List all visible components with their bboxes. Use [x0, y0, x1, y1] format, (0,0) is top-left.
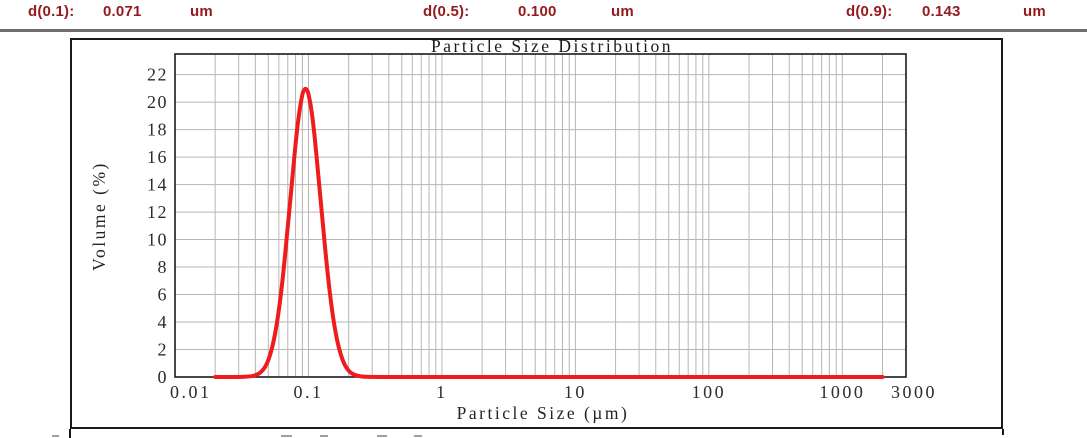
d10-label: d(0.1): — [28, 3, 75, 20]
volume-distribution-curve — [213, 86, 885, 380]
x-tick-label: 0.01 — [170, 382, 212, 402]
d90-unit: um — [1023, 3, 1046, 20]
y-tick-label: 12 — [147, 202, 168, 222]
x-tick-label: 10 — [564, 382, 587, 402]
next-section-left-border-stub — [69, 429, 71, 438]
y-tick-label: 4 — [158, 312, 169, 332]
y-tick-label: 0 — [158, 367, 169, 387]
x-axis-tick-labels: 0.01 0.1 1 10 100 1000 3000 — [170, 382, 937, 402]
y-axis-tick-labels: 0 2 4 6 8 10 12 14 16 18 20 22 — [147, 65, 169, 387]
x-tick-label: 1 — [436, 382, 448, 402]
cropped-content-hint — [377, 435, 387, 437]
header-divider-rule — [0, 29, 1087, 32]
x-tick-label: 0.1 — [293, 382, 323, 402]
chart-frame: 0.01 0.1 1 10 100 1000 3000 0 2 4 6 8 10 12 14 16 18 20 2… — [70, 38, 1003, 429]
d50-label: d(0.5): — [423, 3, 470, 20]
d10-value: 0.071 — [103, 3, 142, 20]
d50-unit: um — [611, 3, 634, 20]
y-tick-label: 22 — [147, 65, 168, 85]
d50-value: 0.100 — [518, 3, 557, 20]
y-tick-label: 10 — [147, 230, 168, 250]
grid-lines — [175, 54, 906, 377]
x-tick-label: 1000 — [819, 382, 865, 402]
x-axis-label: Particle Size (µm) — [457, 403, 630, 423]
d10-unit: um — [190, 3, 213, 20]
d90-label: d(0.9): — [846, 3, 893, 20]
y-tick-label: 6 — [158, 285, 169, 305]
next-section-right-border-stub — [1002, 429, 1004, 435]
y-tick-label: 2 — [158, 340, 169, 360]
particle-size-chart: 0.01 0.1 1 10 100 1000 3000 0 2 4 6 8 10 12 14 16 18 20 2… — [89, 40, 937, 423]
x-tick-label: 100 — [692, 382, 727, 402]
y-tick-label: 16 — [147, 147, 168, 167]
chart-title: Particle Size Distribution — [431, 40, 673, 56]
y-tick-label: 14 — [147, 175, 168, 195]
y-axis-label: Volume (%) — [89, 161, 109, 271]
cropped-content-hint — [320, 435, 328, 437]
x-tick-label: 3000 — [891, 382, 937, 402]
y-tick-label: 18 — [147, 120, 168, 140]
cropped-content-hint — [414, 435, 422, 437]
cropped-content-hint — [52, 435, 59, 437]
d90-value: 0.143 — [922, 3, 961, 20]
y-tick-label: 8 — [158, 257, 169, 277]
cropped-content-hint — [281, 435, 292, 437]
y-tick-label: 20 — [147, 92, 168, 112]
